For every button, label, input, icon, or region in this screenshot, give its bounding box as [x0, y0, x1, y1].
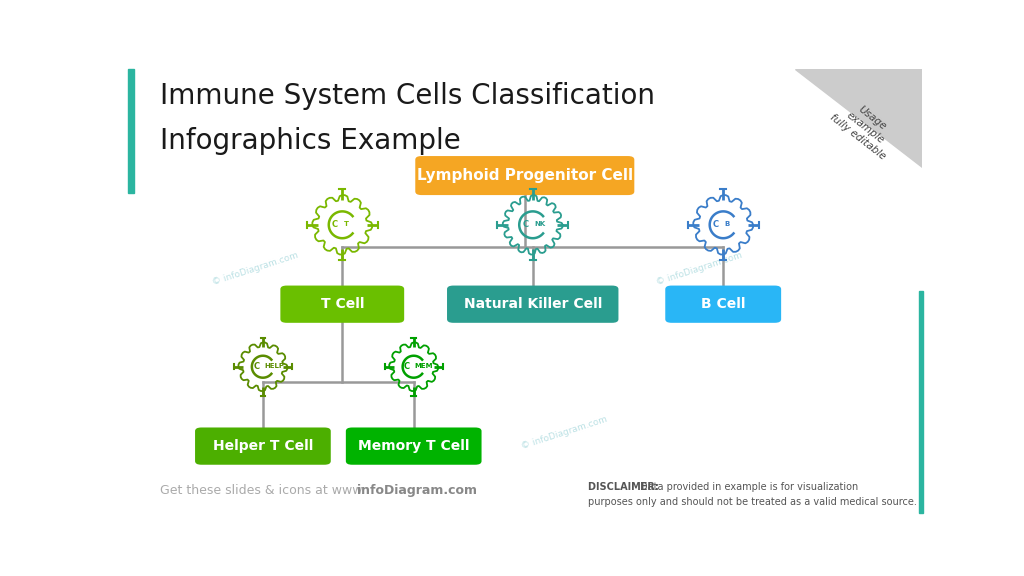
Polygon shape — [795, 69, 922, 166]
Text: B: B — [724, 221, 730, 226]
Text: C: C — [522, 220, 528, 229]
FancyBboxPatch shape — [346, 427, 481, 465]
Text: NK: NK — [534, 221, 545, 226]
Text: MEM: MEM — [415, 363, 433, 369]
Text: © infoDiagram.com: © infoDiagram.com — [655, 251, 743, 287]
Text: C: C — [332, 220, 338, 229]
Text: Lymphoid Progenitor Cell: Lymphoid Progenitor Cell — [417, 168, 633, 183]
Text: Data provided in example is for visualization: Data provided in example is for visualiz… — [640, 482, 858, 491]
Text: Get these slides & icons at www.: Get these slides & icons at www. — [160, 484, 366, 497]
Text: HELP: HELP — [264, 363, 284, 369]
FancyBboxPatch shape — [281, 286, 404, 323]
Text: Usage
example
fully editable: Usage example fully editable — [828, 93, 902, 161]
Text: B Cell: B Cell — [701, 297, 745, 311]
Text: Immune System Cells Classification: Immune System Cells Classification — [160, 82, 654, 111]
Text: T Cell: T Cell — [321, 297, 364, 311]
Bar — [128, 69, 133, 194]
Text: Memory T Cell: Memory T Cell — [358, 439, 469, 453]
FancyBboxPatch shape — [666, 286, 781, 323]
Text: DISCLAIMER:: DISCLAIMER: — [588, 482, 663, 491]
FancyBboxPatch shape — [195, 427, 331, 465]
Text: C: C — [713, 220, 719, 229]
Text: Infographics Example: Infographics Example — [160, 127, 461, 155]
FancyBboxPatch shape — [416, 156, 634, 195]
Text: © infoDiagram.com: © infoDiagram.com — [211, 251, 299, 287]
Text: Natural Killer Cell: Natural Killer Cell — [464, 297, 602, 311]
Bar — [920, 291, 924, 513]
FancyBboxPatch shape — [447, 286, 618, 323]
Text: purposes only and should not be treated as a valid medical source.: purposes only and should not be treated … — [588, 497, 918, 507]
Text: C: C — [403, 362, 410, 371]
Text: Helper T Cell: Helper T Cell — [213, 439, 313, 453]
Text: T: T — [343, 221, 348, 226]
Text: infoDiagram.com: infoDiagram.com — [356, 484, 476, 497]
Text: © infoDiagram.com: © infoDiagram.com — [520, 415, 608, 451]
Text: C: C — [253, 362, 259, 371]
